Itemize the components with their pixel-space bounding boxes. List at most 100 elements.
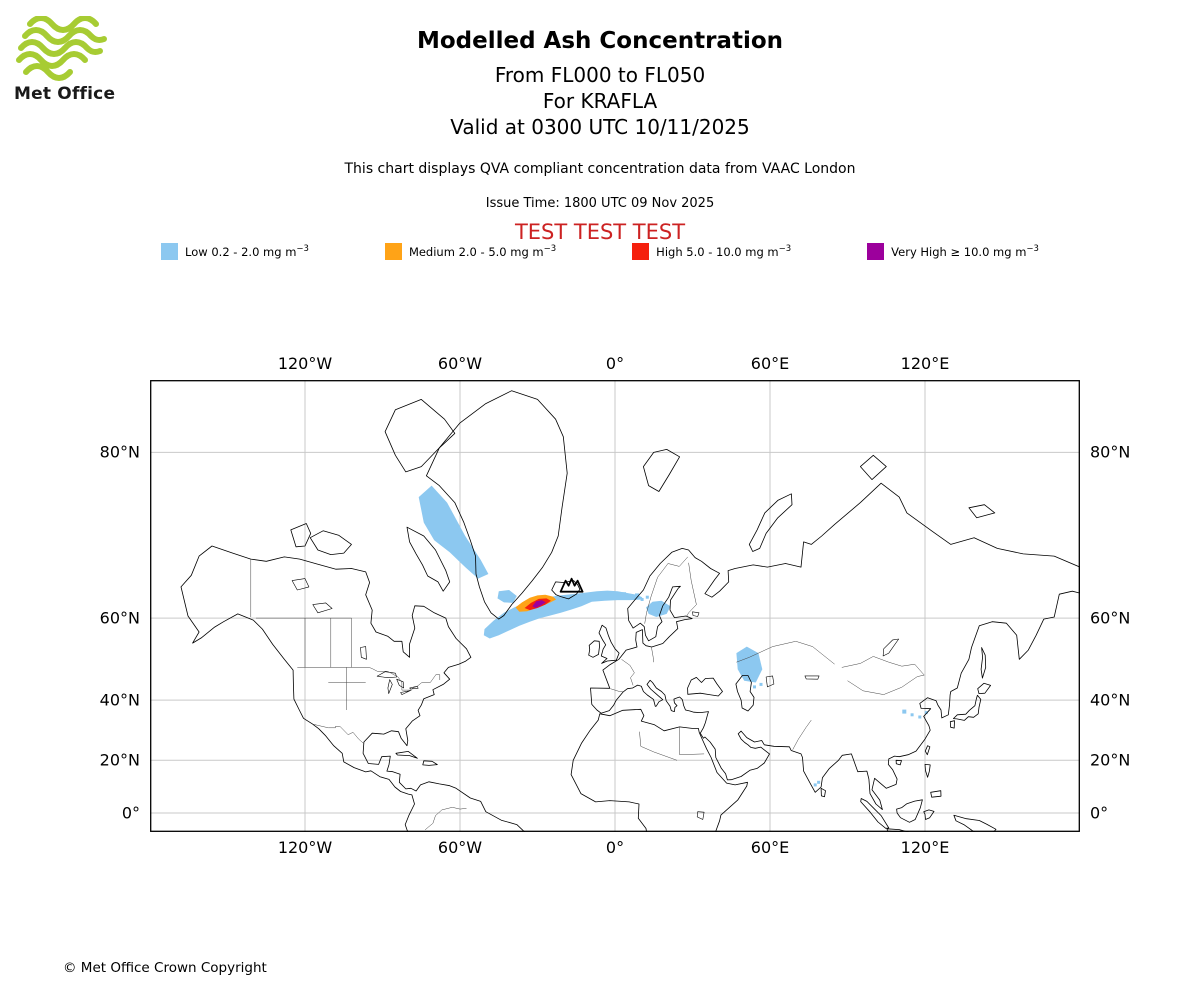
issue-time: Issue Time: 1800 UTC 09 Nov 2025 bbox=[485, 196, 715, 211]
flight-levels-subtitle: From FL000 to FL050 bbox=[494, 63, 706, 87]
coastline-novaya-zemlya bbox=[748, 493, 793, 552]
x-tick-bottom: 120°E bbox=[900, 838, 950, 857]
ash-speckle bbox=[629, 595, 632, 599]
coastline-mindanao bbox=[930, 790, 942, 798]
chart-description: This chart displays QVA compliant concen… bbox=[344, 161, 856, 177]
x-tick-bottom: 60°E bbox=[750, 838, 790, 857]
coastline-eurasia bbox=[590, 482, 1080, 810]
legend: Low 0.2 - 2.0 mg m−3 Medium 2.0 - 5.0 mg… bbox=[0, 243, 1200, 260]
map-frame bbox=[150, 380, 1080, 832]
y-tick-left: 80°N bbox=[99, 442, 140, 462]
copyright: © Met Office Crown Copyright bbox=[63, 960, 267, 976]
border-mongolia-north bbox=[841, 656, 925, 676]
met-office-logo: Met Office bbox=[14, 16, 134, 104]
ash-speckle bbox=[902, 709, 907, 714]
coastline-hainan bbox=[895, 759, 902, 766]
border-india-pakistan bbox=[792, 719, 812, 750]
ash-speckle bbox=[753, 685, 756, 689]
map-area: 120°W 120°W 60°W 60°W 0° 0° 60°E 60°E 120°E 120°E… bbox=[100, 354, 1131, 857]
ash-region-scandinavia-patch bbox=[646, 600, 671, 617]
coastline-ireland bbox=[588, 640, 600, 658]
lake-great-bear bbox=[291, 578, 310, 591]
lake-balkhash bbox=[804, 675, 820, 680]
legend-item-medium: Medium 2.0 - 5.0 mg m−3 bbox=[384, 243, 557, 260]
chart-title: Modelled Ash Concentration bbox=[416, 28, 784, 54]
legend-label-high: High 5.0 - 10.0 mg m−3 bbox=[656, 244, 792, 259]
y-tick-left: 0° bbox=[121, 803, 140, 823]
coastline-borneo bbox=[896, 799, 923, 823]
ash-speckle bbox=[640, 598, 644, 601]
title-block: Modelled Ash Concentration From FL000 to… bbox=[0, 28, 1200, 244]
ash-speckle bbox=[470, 567, 475, 572]
x-tick-top: 120°E bbox=[900, 354, 950, 373]
y-tick-right: 0° bbox=[1090, 803, 1109, 823]
coastline-hispaniola bbox=[422, 760, 438, 766]
lake-erie bbox=[400, 689, 412, 695]
border-france-spain bbox=[610, 688, 624, 693]
ash-speckle bbox=[817, 780, 821, 784]
coastline-taiwan bbox=[924, 745, 931, 756]
x-tick-top: 60°W bbox=[437, 354, 483, 373]
coastline-victoria-island bbox=[309, 530, 352, 555]
lake-ladoga bbox=[692, 611, 700, 617]
coastline-hokkaido bbox=[977, 682, 991, 694]
lake-superior bbox=[376, 671, 397, 678]
ash-speckle bbox=[924, 711, 928, 715]
coastline-kyushu bbox=[949, 720, 955, 729]
coastline-black-sea bbox=[687, 677, 723, 697]
coastline-luzon bbox=[924, 764, 931, 778]
coastline-cuba bbox=[395, 751, 418, 759]
ash-speckle bbox=[645, 595, 649, 599]
x-tick-top: 0° bbox=[605, 354, 625, 373]
legend-item-high: High 5.0 - 10.0 mg m−3 bbox=[632, 243, 791, 260]
y-tick-right: 20°N bbox=[1090, 750, 1131, 770]
legend-label-very-high: Very High ≥ 10.0 mg m−3 bbox=[891, 244, 1039, 259]
coastline-africa bbox=[570, 708, 748, 832]
border-norway-sweden bbox=[644, 556, 688, 624]
ash-region-very-high-core bbox=[532, 600, 546, 608]
coastline-sakhalin bbox=[980, 647, 987, 679]
met-office-logo-text: Met Office bbox=[14, 84, 116, 104]
border-mongolia-south bbox=[847, 674, 925, 695]
y-tick-right: 80°N bbox=[1090, 442, 1131, 462]
border-germany-poland bbox=[651, 646, 654, 663]
coastline-sumatra bbox=[860, 798, 890, 829]
ash-speckle bbox=[813, 783, 817, 787]
border-us-canada bbox=[297, 667, 441, 691]
coastline-java bbox=[886, 828, 910, 832]
lake-winnipeg bbox=[360, 646, 367, 660]
coastline-banks-island bbox=[290, 523, 312, 548]
x-tick-top: 120°W bbox=[277, 354, 333, 373]
ash-speckle bbox=[918, 715, 922, 719]
volcano-subtitle: For KRAFLA bbox=[542, 89, 658, 113]
coastline-severnaya-zemlya bbox=[860, 454, 887, 480]
legend-item-very-high: Very High ≥ 10.0 mg m−3 bbox=[867, 243, 1039, 260]
y-tick-right: 60°N bbox=[1090, 608, 1131, 628]
ash-region-baffin-davis-patch bbox=[418, 485, 489, 579]
coastline-honshu bbox=[953, 694, 982, 721]
ash-speckle bbox=[635, 593, 639, 598]
y-tick-right: 40°N bbox=[1090, 690, 1131, 710]
coastline-britain bbox=[598, 624, 620, 664]
legend-label-medium: Medium 2.0 - 5.0 mg m−3 bbox=[408, 244, 557, 259]
lake-aral bbox=[765, 675, 775, 688]
ash-speckle bbox=[617, 596, 621, 600]
ash-region-greenland-east-patch bbox=[497, 590, 517, 603]
x-tick-top: 60°E bbox=[750, 354, 790, 373]
lake-ontario bbox=[409, 685, 419, 690]
lake-great-slave bbox=[312, 602, 333, 614]
valid-time-subtitle: Valid at 0300 UTC 10/11/2025 bbox=[450, 115, 750, 139]
border-russia-kazakhstan bbox=[736, 641, 835, 665]
y-tick-left: 40°N bbox=[99, 690, 140, 710]
ash-speckle bbox=[431, 502, 437, 508]
coastline-sulawesi bbox=[923, 809, 935, 820]
legend-label-low: Low 0.2 - 2.0 mg m−3 bbox=[185, 244, 309, 259]
coastline-svalbard bbox=[643, 449, 680, 492]
coastline-ellesmere bbox=[384, 399, 456, 473]
volcano-marker bbox=[559, 577, 584, 593]
coastline-greenland bbox=[426, 390, 568, 620]
y-tick-left: 60°N bbox=[99, 608, 140, 628]
met-office-logo-waves bbox=[16, 16, 107, 81]
ash-speckle bbox=[458, 548, 462, 552]
